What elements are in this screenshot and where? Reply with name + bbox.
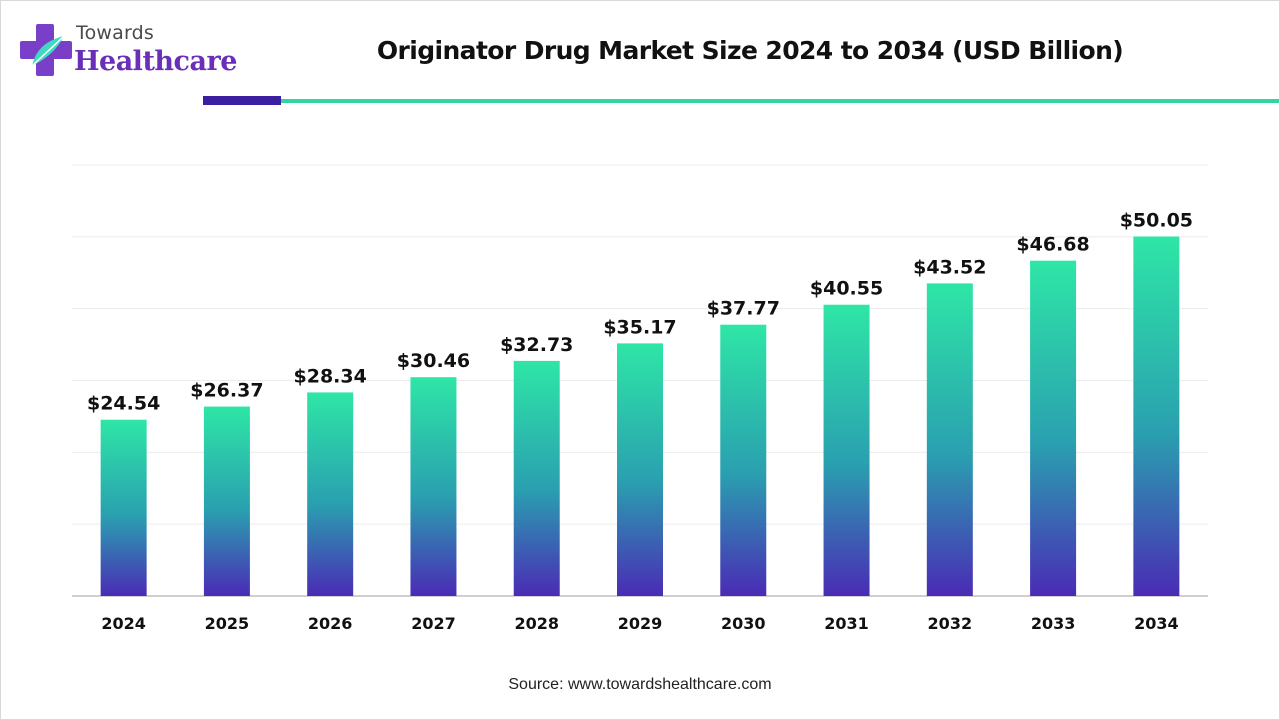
value-label-2034: $50.05 — [1120, 209, 1193, 231]
brand-top-text: Towards — [76, 22, 155, 44]
x-tick-2034: 2034 — [1134, 614, 1179, 633]
x-tick-2033: 2033 — [1031, 614, 1076, 633]
x-tick-2030: 2030 — [721, 614, 766, 633]
source-note: Source: www.towardshealthcare.com — [508, 676, 772, 693]
chart-title: Originator Drug Market Size 2024 to 2034… — [376, 36, 1124, 65]
x-tick-2025: 2025 — [205, 614, 250, 633]
x-tick-2031: 2031 — [824, 614, 869, 633]
value-label-2028: $32.73 — [500, 334, 573, 356]
bar-2033 — [1030, 260, 1077, 596]
title-rule-dark — [203, 96, 281, 105]
value-label-2033: $46.68 — [1016, 234, 1089, 256]
value-labels: $24.54 $26.37 $28.34 $30.46 $32.73 $35.17 $37.… — [87, 209, 1193, 414]
value-label-2024: $24.54 — [87, 393, 160, 415]
medical-cross-icon — [20, 24, 72, 76]
value-label-2030: $37.77 — [707, 298, 780, 320]
x-tick-2026: 2026 — [308, 614, 353, 633]
brand-main-text: Healthcare — [74, 46, 237, 77]
x-tick-2024: 2024 — [101, 614, 146, 633]
bar-2027 — [410, 377, 457, 596]
value-label-2026: $28.34 — [294, 365, 367, 387]
bar-2028 — [513, 360, 560, 596]
title-rule-teal — [281, 99, 1279, 103]
bar-2024 — [100, 419, 147, 596]
value-label-2029: $35.17 — [603, 316, 676, 338]
x-tick-2029: 2029 — [618, 614, 663, 633]
bar-2030 — [720, 324, 767, 596]
x-tick-2032: 2032 — [928, 614, 973, 633]
bar-2031 — [823, 304, 870, 596]
bar-2032 — [926, 283, 973, 596]
value-label-2027: $30.46 — [397, 350, 470, 372]
bar-2029 — [617, 343, 663, 596]
bar-2026 — [307, 392, 354, 596]
bar-2034 — [1133, 236, 1180, 596]
value-label-2032: $43.52 — [913, 256, 986, 278]
x-tick-2028: 2028 — [514, 614, 559, 633]
x-tick-2027: 2027 — [411, 614, 456, 633]
value-label-2025: $26.37 — [190, 380, 263, 402]
value-label-2031: $40.55 — [810, 278, 883, 300]
x-tick-labels: 2024 2025 2026 2027 2028 2029 2030 2031 2032 2033… — [101, 614, 1178, 633]
bars — [100, 236, 1180, 596]
bar-2025 — [203, 406, 250, 596]
brand-logo: Towards Healthcare — [18, 22, 248, 84]
